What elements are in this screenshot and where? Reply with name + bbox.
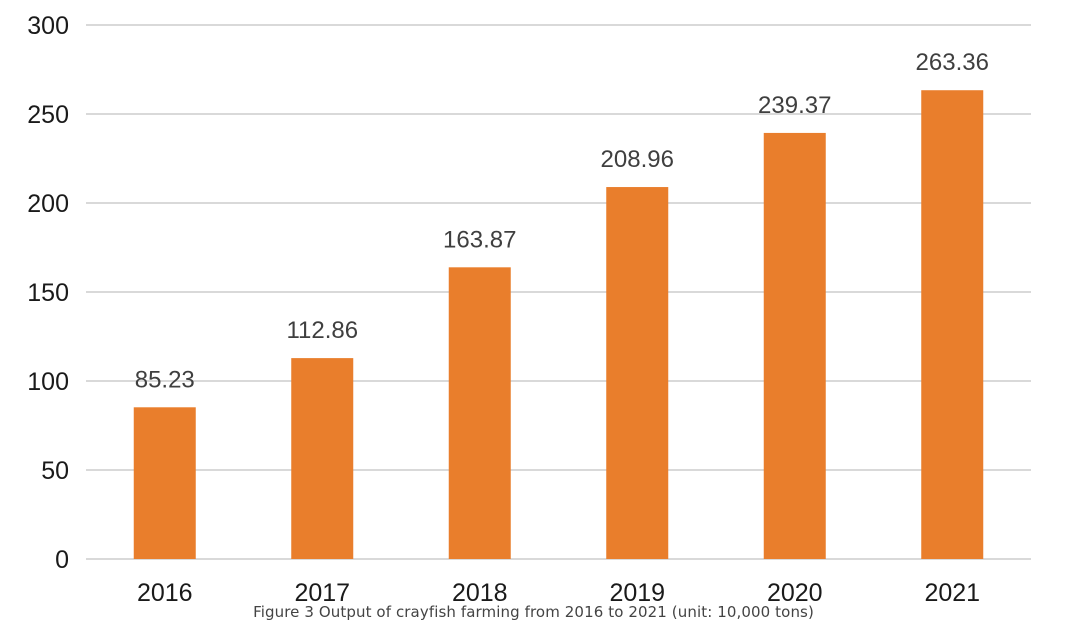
bar-2016 xyxy=(133,407,196,559)
x-tick-label-2019: 2019 xyxy=(609,579,665,607)
bars xyxy=(133,90,984,560)
y-tick-label-300: 300 xyxy=(27,12,69,40)
bar-2020 xyxy=(763,132,826,560)
x-tick-label-2017: 2017 xyxy=(294,579,350,607)
y-tick-label-0: 0 xyxy=(55,546,69,574)
gridlines xyxy=(86,24,1031,560)
bar-2017 xyxy=(291,358,354,559)
data-label-2017: 112.86 xyxy=(286,317,358,344)
x-tick-label-2021: 2021 xyxy=(924,579,980,607)
data-label-2021: 263.36 xyxy=(916,49,989,76)
y-tick-label-50: 50 xyxy=(41,457,69,485)
data-label-2018: 163.87 xyxy=(443,226,516,253)
y-tick-label-100: 100 xyxy=(27,368,69,396)
bar-2019 xyxy=(606,187,669,559)
x-tick-label-2020: 2020 xyxy=(767,579,823,607)
y-tick-label-200: 200 xyxy=(27,190,69,218)
y-tick-label-150: 150 xyxy=(27,279,69,307)
bar-2018 xyxy=(448,267,511,559)
data-label-2020: 239.37 xyxy=(758,92,831,119)
figure-caption: Figure 3 Output of crayfish farming from… xyxy=(253,603,814,621)
x-axis-tick-labels: 2016 2017 2018 2019 2020 2021 xyxy=(137,579,980,607)
data-label-2016: 85.23 xyxy=(135,366,195,393)
x-tick-label-2016: 2016 xyxy=(137,579,193,607)
y-axis-tick-labels: 0 50 100 150 200 250 300 xyxy=(27,12,69,574)
data-labels: 85.23 112.86 163.87 208.96 239.37 263.36 xyxy=(135,49,989,393)
x-tick-label-2018: 2018 xyxy=(452,579,508,607)
y-tick-label-250: 250 xyxy=(27,101,69,129)
bar-2021 xyxy=(921,90,984,559)
data-label-2019: 208.96 xyxy=(601,146,674,173)
